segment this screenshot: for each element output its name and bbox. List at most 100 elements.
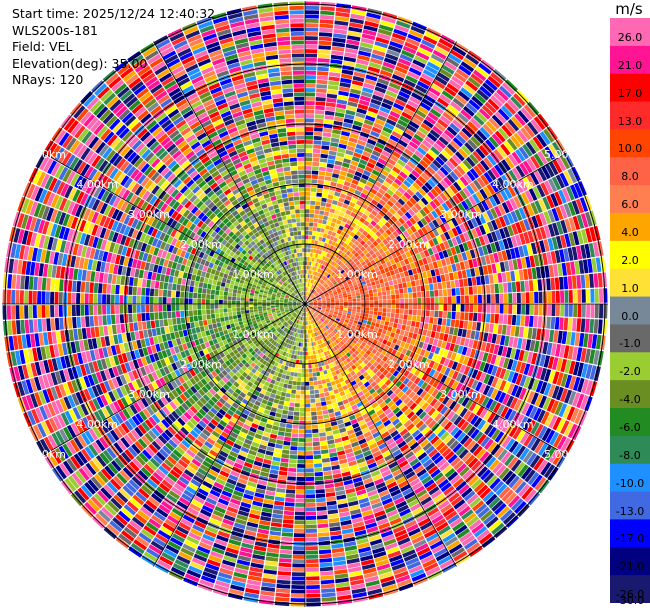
velocity-gate <box>432 261 439 269</box>
velocity-gate <box>342 162 350 168</box>
velocity-gate <box>273 452 282 458</box>
velocity-gate <box>369 243 375 250</box>
velocity-gate <box>291 367 295 372</box>
velocity-gate <box>537 316 543 328</box>
velocity-gate <box>327 230 333 236</box>
velocity-gate <box>428 230 436 239</box>
velocity-gate <box>470 73 484 85</box>
velocity-gate <box>316 75 328 81</box>
velocity-gate <box>365 297 370 301</box>
velocity-gate <box>486 304 491 313</box>
velocity-gate <box>399 206 408 214</box>
velocity-gate <box>328 275 333 280</box>
velocity-gate <box>496 191 505 203</box>
velocity-gate <box>372 184 380 192</box>
velocity-gate <box>349 18 364 25</box>
velocity-gate <box>311 279 314 284</box>
velocity-gate <box>299 425 305 430</box>
velocity-gate <box>481 200 490 211</box>
velocity-gate <box>314 271 318 276</box>
velocity-gate <box>343 266 349 272</box>
velocity-gate <box>323 291 328 295</box>
velocity-gate <box>429 162 439 172</box>
velocity-gate <box>321 280 325 285</box>
velocity-gate <box>391 308 396 314</box>
velocity-gate <box>377 274 383 280</box>
velocity-gate <box>310 187 317 192</box>
velocity-gate <box>322 409 329 415</box>
velocity-gate <box>318 284 322 288</box>
velocity-gate <box>306 274 308 279</box>
velocity-gate <box>453 327 459 336</box>
velocity-gate <box>406 228 414 236</box>
velocity-gate <box>375 213 383 220</box>
velocity-gate <box>454 279 460 288</box>
velocity-gate <box>441 281 447 289</box>
velocity-gate <box>391 304 396 309</box>
velocity-gate <box>328 517 340 523</box>
velocity-gate <box>482 211 490 223</box>
velocity-gate <box>309 257 313 262</box>
velocity-gate <box>396 159 406 167</box>
velocity-gate <box>341 264 347 270</box>
velocity-gate <box>266 387 273 393</box>
velocity-gate <box>353 175 361 182</box>
velocity-gate <box>305 75 316 80</box>
velocity-gate <box>293 416 300 421</box>
velocity-gate <box>403 191 412 200</box>
velocity-gate <box>365 142 375 150</box>
velocity-gate <box>420 243 427 251</box>
velocity-gate <box>309 261 312 266</box>
velocity-gate <box>326 93 338 99</box>
velocity-gate <box>283 515 294 520</box>
velocity-gate <box>305 433 312 438</box>
velocity-gate <box>503 226 511 238</box>
velocity-gate <box>524 190 534 203</box>
velocity-gate <box>327 249 333 254</box>
velocity-gate <box>518 269 524 281</box>
velocity-gate <box>296 472 305 477</box>
velocity-gate <box>367 192 375 199</box>
velocity-gate <box>551 290 556 303</box>
velocity-gate <box>415 51 430 61</box>
velocity-gate <box>305 196 311 201</box>
velocity-gate <box>500 143 511 156</box>
velocity-gate <box>430 269 436 277</box>
velocity-gate <box>324 115 334 120</box>
velocity-gate <box>530 202 539 215</box>
velocity-gate <box>519 220 527 233</box>
velocity-gate <box>285 489 296 494</box>
velocity-gate <box>326 97 337 103</box>
velocity-gate <box>494 283 499 294</box>
velocity-gate <box>383 192 392 200</box>
velocity-gate <box>332 429 340 435</box>
velocity-gate <box>403 258 410 265</box>
velocity-gate <box>309 342 312 347</box>
velocity-gate <box>446 187 455 197</box>
velocity-gate <box>443 60 457 71</box>
velocity-gate <box>315 92 327 98</box>
velocity-gate <box>305 127 314 132</box>
velocity-gate <box>413 222 421 231</box>
velocity-gate <box>552 159 563 174</box>
velocity-gate <box>324 391 330 397</box>
velocity-gate <box>334 275 339 280</box>
velocity-gate <box>446 174 456 184</box>
velocity-gate <box>404 41 419 51</box>
velocity-gate <box>313 262 316 267</box>
velocity-gate <box>411 117 422 126</box>
velocity-gate <box>344 114 355 120</box>
velocity-gate <box>305 209 310 214</box>
velocity-gate <box>315 231 320 237</box>
velocity-gate <box>413 239 420 247</box>
velocity-gate <box>402 319 408 326</box>
velocity-gate <box>326 258 331 263</box>
velocity-gate <box>495 293 500 304</box>
velocity-gate <box>481 104 494 117</box>
velocity-gate <box>401 253 408 260</box>
velocity-gate <box>397 186 406 195</box>
velocity-gate <box>287 415 294 420</box>
velocity-gate <box>339 262 345 268</box>
velocity-gate <box>550 277 556 291</box>
velocity-gate <box>348 215 355 222</box>
